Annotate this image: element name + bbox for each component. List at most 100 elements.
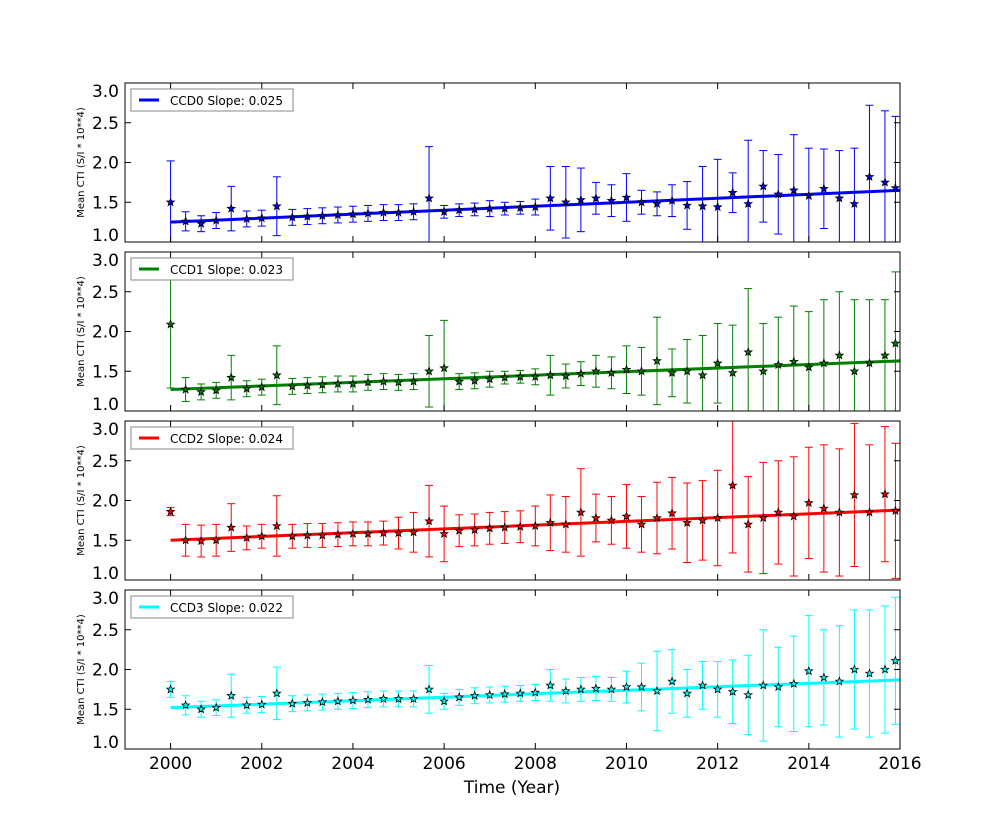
y-tick-label: 3.0 bbox=[92, 82, 119, 102]
data-point-marker bbox=[348, 378, 358, 389]
legend: CCD0 Slope: 0.025 bbox=[130, 88, 294, 112]
data-point-marker bbox=[606, 684, 617, 694]
data-point-marker bbox=[271, 370, 282, 380]
data-point-marker bbox=[667, 367, 677, 378]
data-point-marker bbox=[773, 359, 784, 369]
data-point-marker bbox=[211, 702, 222, 712]
data-point-marker bbox=[241, 213, 252, 224]
x-tick-label: 2012 bbox=[696, 754, 739, 774]
panel-ccd1: 1.0 1.5 2.0 2.5 3.0 Mean CTI (S/I * 10**4) CCD… bbox=[76, 251, 901, 415]
data-point-marker bbox=[256, 381, 267, 392]
data-point-marker bbox=[515, 521, 526, 531]
data-point-marker bbox=[499, 372, 510, 382]
data-point-marker bbox=[591, 366, 601, 376]
data-point-marker bbox=[712, 512, 723, 523]
legend: CCD2 Slope: 0.024 bbox=[130, 426, 294, 450]
data-point-marker bbox=[196, 535, 206, 546]
data-point-marker bbox=[530, 687, 541, 697]
legend: CCD1 Slope: 0.023 bbox=[130, 257, 294, 281]
data-point-marker bbox=[226, 690, 237, 700]
data-point-marker bbox=[363, 528, 373, 538]
data-point-marker bbox=[241, 383, 252, 393]
data-point-marker bbox=[591, 683, 601, 693]
data-point-marker bbox=[636, 519, 647, 529]
data-point-marker bbox=[576, 684, 586, 694]
data-point-marker bbox=[211, 215, 222, 225]
data-point-marker bbox=[333, 529, 343, 539]
data-point-marker bbox=[499, 688, 510, 699]
data-point-marker bbox=[439, 362, 449, 373]
data-point-marker bbox=[180, 384, 191, 394]
data-point-marker bbox=[302, 530, 313, 540]
data-point-marker bbox=[727, 187, 738, 197]
x-tick-label: 2008 bbox=[514, 754, 557, 774]
data-point-marker bbox=[849, 489, 860, 500]
data-point-marker bbox=[864, 668, 875, 678]
data-point-marker bbox=[256, 699, 267, 709]
data-point-marker bbox=[439, 528, 449, 538]
data-point-marker bbox=[819, 358, 829, 368]
x-tick-label: 2004 bbox=[331, 754, 374, 774]
data-point-marker bbox=[454, 525, 465, 535]
y-tick-label: 2.0 bbox=[92, 154, 119, 174]
data-point-marker bbox=[302, 211, 313, 221]
data-point-marker bbox=[363, 694, 373, 704]
legend-box bbox=[130, 257, 294, 281]
x-tick-label: 2000 bbox=[149, 754, 192, 774]
data-point-marker bbox=[515, 202, 526, 213]
data-point-marker bbox=[803, 665, 814, 676]
data-point-marker bbox=[302, 697, 313, 707]
y-tick-label: 2.5 bbox=[92, 621, 119, 641]
data-point-marker bbox=[697, 680, 708, 690]
y-tick-label: 3.0 bbox=[92, 589, 119, 609]
data-point-marker bbox=[652, 355, 662, 366]
y-tick-label: 1.0 bbox=[92, 733, 119, 753]
y-tick-label: 3.0 bbox=[92, 420, 119, 440]
data-point-marker bbox=[256, 531, 267, 541]
data-point-marker bbox=[363, 208, 373, 218]
data-point-marker bbox=[165, 319, 176, 329]
data-point-marker bbox=[788, 511, 799, 521]
data-point-marker bbox=[621, 364, 632, 374]
data-point-marker bbox=[378, 207, 389, 217]
y-tick-label: 2.5 bbox=[92, 114, 119, 134]
legend-box bbox=[130, 88, 294, 112]
data-point-marker bbox=[271, 688, 282, 698]
y-axis-label: Mean CTI (S/I * 10**4) bbox=[76, 107, 87, 218]
data-point-marker bbox=[697, 515, 708, 525]
data-point-marker bbox=[890, 505, 900, 516]
data-point-marker bbox=[788, 185, 799, 195]
data-point-marker bbox=[530, 201, 541, 212]
data-point-marker bbox=[180, 700, 191, 710]
data-point-marker bbox=[591, 193, 601, 203]
data-point-marker bbox=[211, 535, 222, 545]
data-point-marker bbox=[454, 376, 465, 386]
data-point-marker bbox=[890, 655, 900, 665]
data-point-marker bbox=[743, 198, 754, 209]
data-point-marker bbox=[636, 366, 647, 376]
data-point-marker bbox=[348, 695, 358, 705]
data-point-marker bbox=[880, 488, 890, 499]
data-point-marker bbox=[880, 664, 890, 674]
data-point-marker bbox=[454, 692, 465, 702]
data-point-marker bbox=[849, 198, 860, 209]
data-point-marker bbox=[408, 527, 419, 537]
data-point-marker bbox=[408, 206, 419, 216]
data-point-marker bbox=[302, 380, 313, 390]
y-tick-label: 1.5 bbox=[92, 362, 119, 382]
panel-ccd0: 1.0 1.5 2.0 2.5 3.0 Mean CTI (S/I * 10**4) CCD… bbox=[76, 82, 901, 246]
data-point-marker bbox=[636, 681, 647, 692]
data-point-marker bbox=[287, 212, 298, 222]
data-point-marker bbox=[773, 507, 784, 517]
data-point-marker bbox=[378, 527, 389, 538]
data-point-marker bbox=[287, 531, 298, 541]
data-point-marker bbox=[226, 203, 237, 213]
data-point-marker bbox=[378, 693, 389, 704]
data-point-marker bbox=[287, 698, 298, 708]
data-point-marker bbox=[393, 527, 404, 538]
data-point-marker bbox=[545, 370, 556, 380]
data-point-marker bbox=[317, 379, 328, 389]
data-point-marker bbox=[819, 503, 829, 513]
data-point-marker bbox=[165, 197, 176, 207]
data-point-marker bbox=[226, 522, 237, 532]
